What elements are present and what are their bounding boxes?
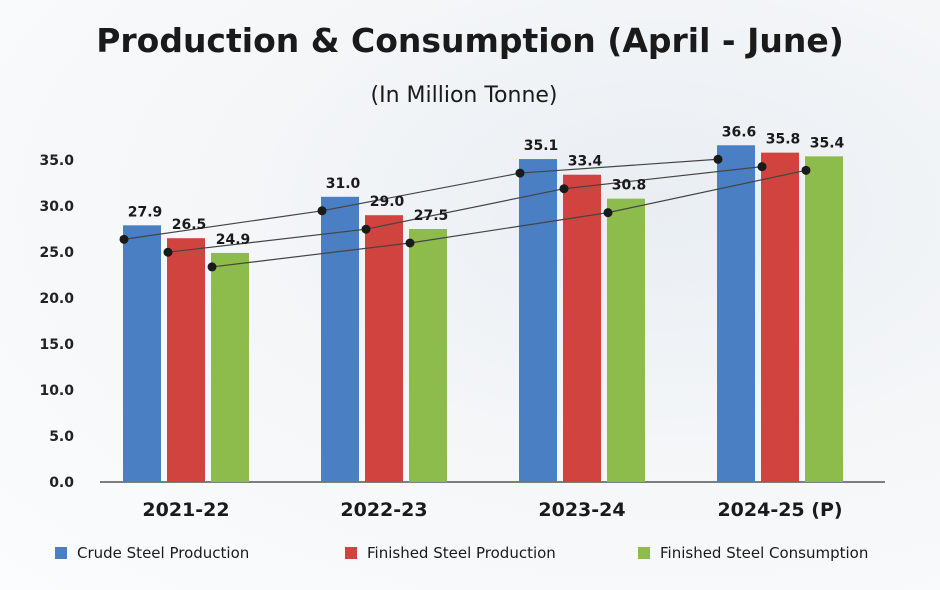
data-labels: 27.9 26.5 24.9 31.0 29.0 27.5 35.1 33.4 30.8 36.6…	[128, 124, 845, 248]
bar	[519, 159, 557, 482]
trend-point	[559, 184, 569, 194]
trend-point	[603, 208, 613, 218]
bar	[805, 156, 843, 482]
chart-title: Production & Consumption (April - June)	[96, 21, 844, 60]
x-category-label: 2021-22	[142, 499, 229, 521]
bar	[607, 198, 645, 482]
chart-subtitle: (In Million Tonne)	[371, 83, 558, 108]
trend-point	[801, 165, 811, 175]
trend-point	[405, 238, 415, 248]
data-label: 29.0	[370, 194, 405, 210]
legend-label: Crude Steel Production	[77, 544, 249, 562]
legend-swatch	[638, 547, 650, 559]
trend-line	[211, 169, 807, 268]
data-label: 36.6	[722, 124, 757, 140]
x-axis-labels: 2021-22 2022-23 2023-24 2024-25 (P)	[142, 499, 842, 521]
y-tick-label: 20.0	[39, 291, 74, 307]
data-label: 31.0	[326, 176, 361, 192]
data-label: 35.4	[810, 135, 845, 151]
data-label: 26.5	[172, 217, 207, 233]
bar	[321, 196, 359, 483]
trend-point	[515, 168, 525, 178]
trend-point	[757, 162, 767, 172]
data-label: 33.4	[568, 154, 603, 170]
bar	[365, 215, 403, 482]
data-label: 24.9	[216, 232, 251, 248]
data-label: 35.8	[766, 132, 801, 148]
x-category-label: 2024-25 (P)	[717, 499, 842, 521]
bars	[123, 145, 843, 483]
bar	[409, 229, 447, 482]
trend-line	[167, 166, 763, 253]
trend-lines	[119, 154, 811, 272]
y-axis: 0.0 5.0 10.0 15.0 20.0 25.0 30.0 35.0	[39, 153, 885, 491]
bar	[761, 152, 799, 482]
y-tick-label: 35.0	[39, 153, 74, 169]
legend-label: Finished Steel Consumption	[660, 544, 868, 562]
y-tick-label: 10.0	[39, 383, 74, 399]
x-category-label: 2022-23	[340, 499, 427, 521]
bar	[123, 225, 161, 482]
legend: Crude Steel Production Finished Steel Pro…	[55, 544, 868, 562]
y-tick-label: 0.0	[49, 475, 74, 491]
data-label: 30.8	[612, 178, 647, 194]
y-tick-label: 30.0	[39, 199, 74, 215]
data-label: 27.9	[128, 204, 163, 220]
x-category-label: 2023-24	[538, 499, 625, 521]
trend-point	[119, 234, 129, 244]
trend-point	[361, 224, 371, 234]
y-tick-label: 15.0	[39, 337, 74, 353]
trend-point	[163, 247, 173, 257]
trend-line	[123, 158, 719, 240]
legend-swatch	[345, 547, 357, 559]
y-tick-label: 5.0	[49, 429, 74, 445]
trend-point	[713, 154, 723, 164]
trend-point	[207, 262, 217, 272]
data-label: 27.5	[414, 208, 449, 224]
data-label: 35.1	[524, 138, 559, 154]
legend-label: Finished Steel Production	[367, 544, 556, 562]
bar	[167, 238, 205, 482]
bar	[211, 252, 249, 482]
bar	[563, 174, 601, 482]
y-tick-label: 25.0	[39, 245, 74, 261]
legend-swatch	[55, 547, 67, 559]
trend-point	[317, 206, 327, 216]
bar	[717, 145, 755, 482]
